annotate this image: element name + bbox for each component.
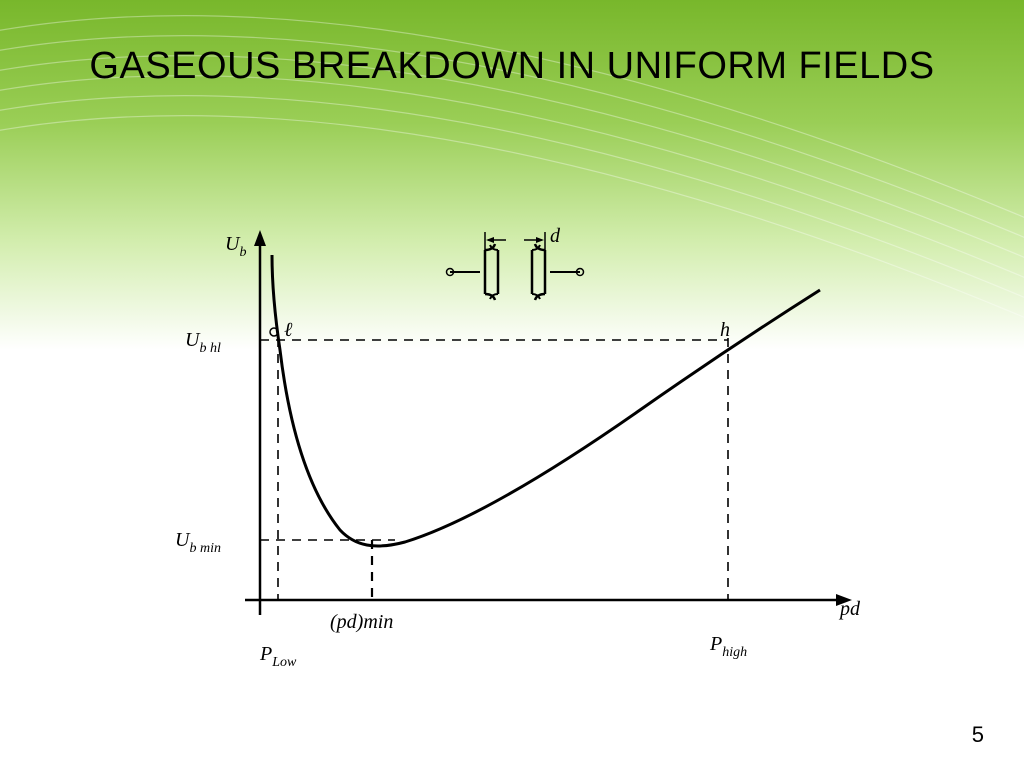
x-axis-label: pd bbox=[838, 598, 861, 620]
axes bbox=[245, 230, 852, 615]
svg-text:ℓ: ℓ bbox=[284, 319, 293, 341]
electrode-inset: d bbox=[447, 225, 584, 300]
paschen-curve bbox=[272, 255, 820, 546]
svg-text:Ub hl: Ub hl bbox=[185, 329, 221, 356]
x-marker-p-high: Phigh bbox=[709, 338, 747, 660]
svg-text:d: d bbox=[550, 225, 561, 247]
slide: GASEOUS BREAKDOWN IN UNIFORM FIELDS Ub p… bbox=[0, 0, 1024, 768]
svg-text:h: h bbox=[720, 319, 730, 341]
x-marker-pd-min: (pd)min bbox=[330, 540, 393, 633]
svg-text:PLow: PLow bbox=[259, 643, 297, 670]
y-marker-ub-hl: Ub hl ℓ h bbox=[185, 319, 730, 356]
svg-text:(pd)min: (pd)min bbox=[330, 611, 393, 633]
paschen-chart: Ub pd Ub hl ℓ h Ub min bbox=[140, 220, 880, 700]
svg-text:Ub min: Ub min bbox=[175, 529, 221, 556]
x-marker-p-low: PLow bbox=[259, 338, 297, 670]
svg-text:Phigh: Phigh bbox=[709, 633, 747, 660]
slide-title: GASEOUS BREAKDOWN IN UNIFORM FIELDS bbox=[0, 45, 1024, 88]
page-number: 5 bbox=[972, 722, 984, 748]
y-axis-label: Ub bbox=[225, 233, 246, 260]
